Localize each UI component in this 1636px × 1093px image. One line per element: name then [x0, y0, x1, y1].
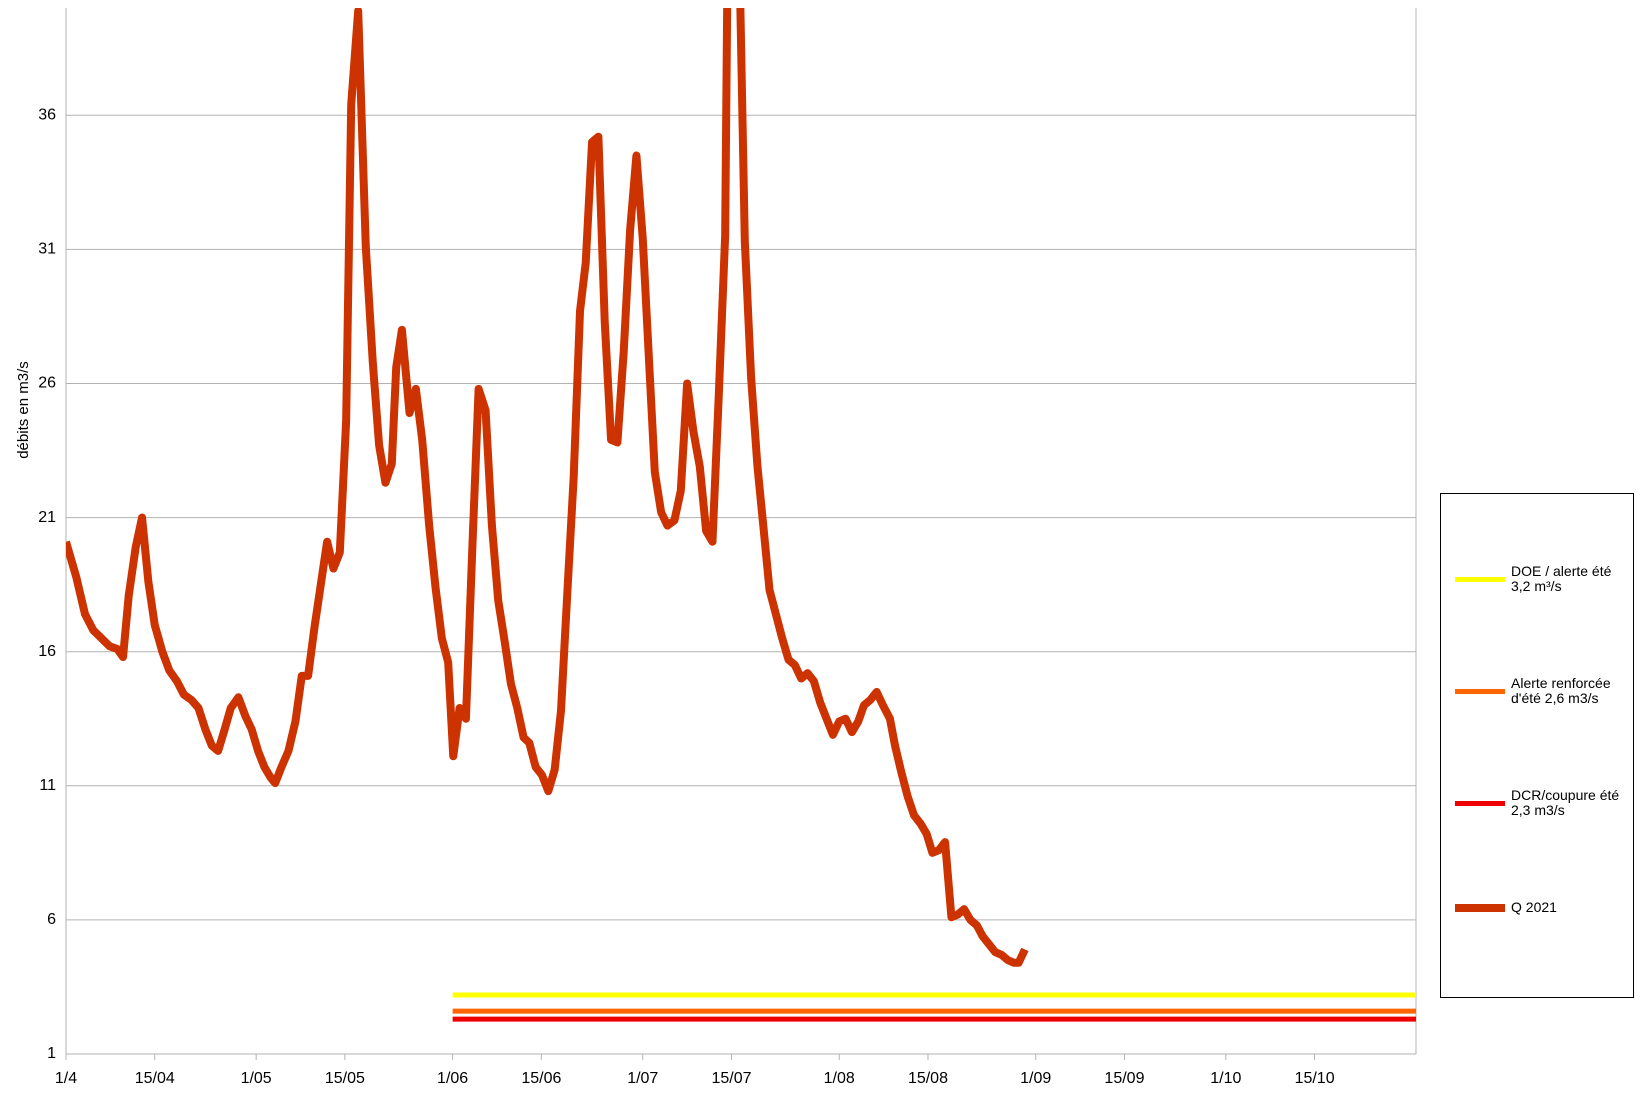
- x-tick-label: 1/09: [1020, 1070, 1051, 1087]
- x-tick-label: 15/04: [135, 1070, 175, 1087]
- legend-item: DOE / alerte été 3,2 m³/s: [1455, 564, 1631, 594]
- y-tick-label: 16: [38, 643, 56, 660]
- y-axis-label: débits en m3/s: [15, 361, 32, 459]
- x-tick-label: 1/08: [824, 1070, 855, 1087]
- x-tick-label: 1/07: [627, 1070, 658, 1087]
- x-tick-label: 1/10: [1210, 1070, 1241, 1087]
- legend-swatch: [1455, 688, 1505, 694]
- legend-swatch: [1455, 903, 1505, 912]
- legend-label: DCR/coupure été 2,3 m3/s: [1511, 787, 1620, 818]
- x-tick-label: 15/10: [1295, 1070, 1335, 1087]
- legend-label: Q 2021: [1511, 899, 1557, 915]
- plot-area: [66, 8, 1416, 1022]
- legend-item: Alerte renforcée d'été 2,6 m3/s: [1455, 676, 1631, 706]
- legend-swatch: [1455, 800, 1505, 806]
- y-tick-label: 31: [38, 241, 56, 258]
- y-tick-label: 36: [38, 107, 56, 124]
- series-line: [66, 8, 1029, 967]
- legend-item: Q 2021: [1455, 900, 1631, 915]
- y-tick-label: 11: [39, 777, 56, 794]
- y-tick-label: 1: [47, 1045, 56, 1062]
- x-tick-label: 1/05: [241, 1070, 272, 1087]
- x-tick-label: 1/4: [55, 1070, 77, 1087]
- legend-label: Alerte renforcée d'été 2,6 m3/s: [1511, 675, 1611, 706]
- x-tick-label: 15/07: [711, 1070, 751, 1087]
- x-tick-label: 1/06: [437, 1070, 468, 1087]
- y-tick-label: 26: [38, 375, 56, 392]
- legend: DOE / alerte été 3,2 m³/s Alerte renforcé…: [1440, 493, 1634, 998]
- y-tick-label: 6: [47, 911, 56, 928]
- x-tick-label: 15/09: [1104, 1070, 1144, 1087]
- x-tick-label: 15/08: [908, 1070, 948, 1087]
- x-tick-label: 15/05: [325, 1070, 365, 1087]
- legend-item: DCR/coupure été 2,3 m3/s: [1455, 788, 1631, 818]
- legend-swatch: [1455, 576, 1505, 582]
- x-tick-label: 15/06: [521, 1070, 561, 1087]
- legend-label: DOE / alerte été 3,2 m³/s: [1511, 563, 1612, 594]
- y-tick-label: 21: [38, 509, 56, 526]
